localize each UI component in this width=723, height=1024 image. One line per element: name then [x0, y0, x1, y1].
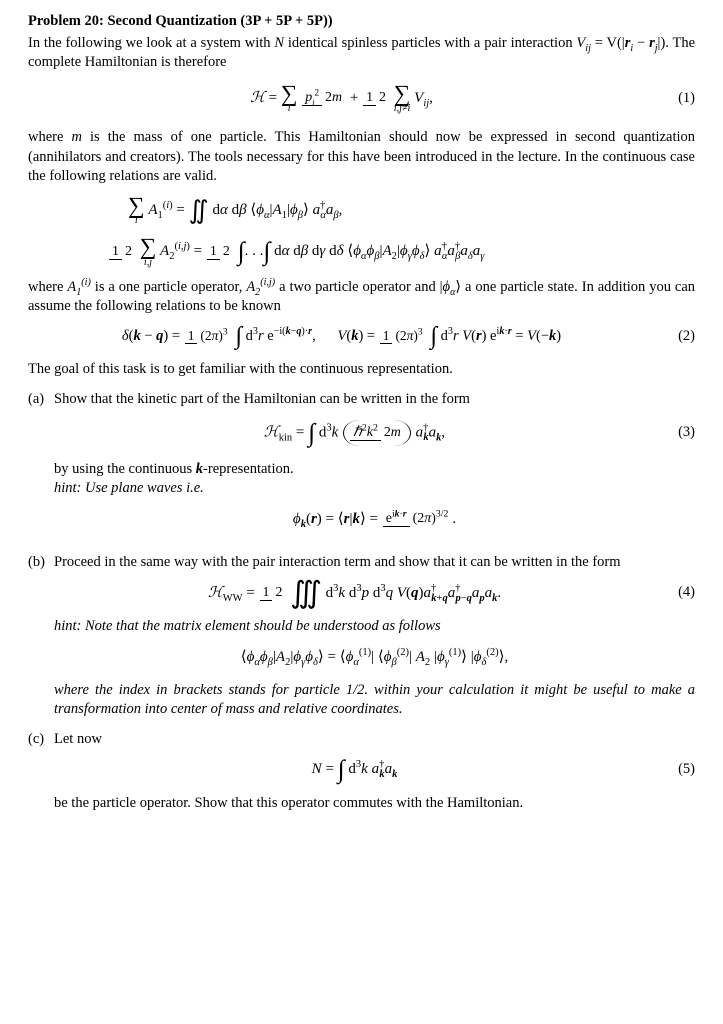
- para3b: is a one particle operator,: [91, 279, 246, 295]
- para2b: is the mass of one particle. This Hamilt…: [28, 129, 695, 184]
- v-ij: Vij: [576, 35, 591, 51]
- m-sym: m: [71, 129, 81, 145]
- part-c-label: (c): [28, 730, 54, 813]
- eq1-body: ℋ = ∑i pi22m + 12 ∑i,j≠i Vij,: [28, 83, 655, 114]
- relations-block: ∑i A1(i) = ∬ dα dβ ⟨ϕα|A1|ϕβ⟩ a†αaβ, 12 …: [28, 195, 695, 268]
- para2: where m is the mass of one particle. Thi…: [28, 128, 695, 187]
- equation-1: ℋ = ∑i pi22m + 12 ∑i,j≠i Vij, (1): [28, 83, 695, 114]
- part-c: (c) Let now N = ∫ d3k a†kak (5) be the p…: [54, 730, 695, 813]
- matrix-element-body: ⟨ϕαϕβ|A2|ϕγϕδ⟩ = ⟨ϕα(1)| ⟨ϕβ(2)| A2 |ϕγ(…: [54, 647, 695, 667]
- relation-1: ∑i A1(i) = ∬ dα dβ ⟨ϕα|A1|ϕβ⟩ a†αaβ,: [128, 195, 695, 226]
- eq3-num: (3): [655, 423, 695, 443]
- k-bold: k: [196, 461, 203, 477]
- part-a-label: (a): [28, 390, 54, 543]
- para3a: where: [28, 279, 67, 295]
- para3: where A1(i) is a one particle operator, …: [28, 278, 695, 317]
- eq1-num: (1): [655, 89, 695, 109]
- eq5-num: (5): [655, 760, 695, 780]
- part-a-end2: -representation.: [203, 461, 294, 477]
- part-a-end: by using the continuous: [54, 461, 196, 477]
- part-b-label: (b): [28, 553, 54, 720]
- intro-N: N: [274, 35, 284, 51]
- hint-a: hint: Use plane waves i.e.: [54, 479, 695, 499]
- part-a: (a) Show that the kinetic part of the Ha…: [54, 390, 695, 543]
- intro-paragraph: In the following we look at a system wit…: [28, 34, 695, 73]
- equation-5: N = ∫ d3k a†kak (5): [54, 759, 695, 779]
- A2-sym: A2(i,j): [246, 279, 275, 295]
- eq4-num: (4): [655, 583, 695, 603]
- rj-vec: rj: [649, 35, 657, 51]
- para2a: where: [28, 129, 71, 145]
- hint-b: hint: Note that the matrix element shoul…: [54, 617, 695, 637]
- eq5-body: N = ∫ d3k a†kak: [54, 759, 655, 779]
- equation-4: ℋWW = 12 ∭ d3k d3p d3q V(q)a†k+qa†p−qapa…: [54, 583, 695, 603]
- relation-2: 12 ∑i,j A2(i,j) = 12 ∫. . .∫ dα dβ dγ dδ…: [108, 236, 695, 267]
- intro-text: In the following we look at a system wit…: [28, 35, 274, 51]
- V-sym: V: [576, 35, 585, 51]
- eq2-num: (2): [655, 327, 695, 347]
- part-c-text: Let now: [54, 731, 102, 747]
- intro-text-b: identical spinless particles with a pair…: [284, 35, 576, 51]
- minus: −: [633, 35, 649, 51]
- eq4-body: ℋWW = 12 ∭ d3k d3p d3q V(q)a†k+qa†p−qapa…: [54, 583, 655, 603]
- eq-text: = V(|: [591, 35, 625, 51]
- plane-wave-eq: ϕk(r) = ⟨r|k⟩ = eik·r(2π)3/2.: [54, 509, 695, 529]
- phi: ϕα: [443, 279, 456, 295]
- part-b: (b) Proceed in the same way with the pai…: [54, 553, 695, 720]
- matrix-element-eq: ⟨ϕαϕβ|A2|ϕγϕδ⟩ = ⟨ϕα(1)| ⟨ϕβ(2)| A2 |ϕγ(…: [54, 647, 695, 667]
- phi-sym: ϕ: [443, 279, 451, 295]
- goal-text: The goal of this task is to get familiar…: [28, 360, 695, 380]
- para3c: a two particle operator and |: [275, 279, 442, 295]
- hint-b2: where the index in brackets stands for p…: [54, 681, 695, 720]
- part-c-end: be the particle operator. Show that this…: [54, 795, 523, 811]
- A1-sym: A1(i): [67, 279, 91, 295]
- A: A: [67, 279, 76, 295]
- part-a-text: Show that the kinetic part of the Hamilt…: [54, 391, 470, 407]
- eq2-body: δ(k − q) = 1(2π)3 ∫ d3r e−i(k−q)·r, V(k)…: [28, 327, 655, 347]
- equation-2: δ(k − q) = 1(2π)3 ∫ d3r e−i(k−q)·r, V(k)…: [28, 327, 695, 347]
- part-b-text: Proceed in the same way with the pair in…: [54, 554, 621, 570]
- ri-vec: ri: [625, 35, 633, 51]
- eq3-body: ℋkin = ∫ d3k ℏ2k22m a†kak,: [54, 420, 655, 446]
- problem-title: Problem 20: Second Quantization (3P + 5P…: [28, 12, 695, 32]
- plane-wave-body: ϕk(r) = ⟨r|k⟩ = eik·r(2π)3/2.: [54, 509, 695, 529]
- equation-3: ℋkin = ∫ d3k ℏ2k22m a†kak, (3): [54, 420, 695, 446]
